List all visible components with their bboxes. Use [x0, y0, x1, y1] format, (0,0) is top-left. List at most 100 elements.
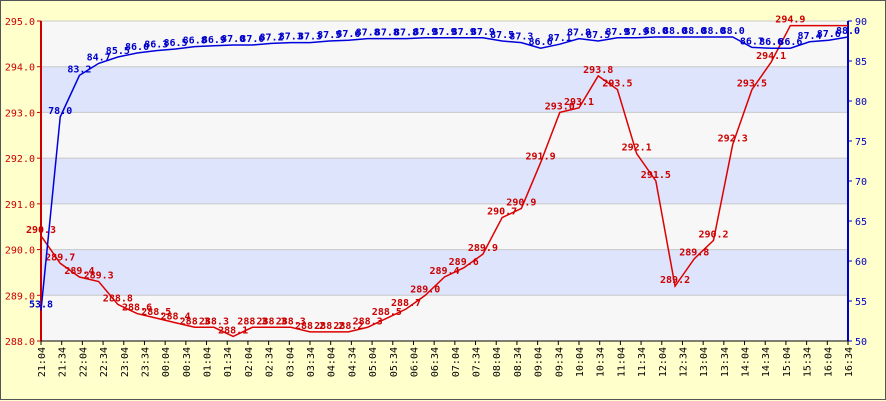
- temperature-data-label: 293.1: [564, 97, 594, 108]
- x-tick-label: 10:34: [596, 347, 607, 377]
- temperature-data-label: 294.9: [775, 15, 805, 26]
- x-tick-label: 09:04: [534, 347, 545, 377]
- humidity-data-label: 86.6: [529, 37, 553, 48]
- x-tick-label: 11:34: [637, 347, 648, 377]
- temperature-line: [40, 24, 848, 338]
- humidity-data-label: 86.6: [778, 37, 802, 48]
- humidity-data-label: 87.1: [548, 33, 572, 44]
- temperature-data-label: 288.3: [199, 316, 229, 327]
- humidity-data-label: 86.7: [740, 36, 764, 47]
- x-tick-label: 22:34: [99, 347, 110, 377]
- humidity-data-label: 87.5: [490, 30, 514, 41]
- humidity-data-label: 87.0: [240, 34, 264, 45]
- right-tick-label: 50: [855, 337, 867, 348]
- x-tick-label: 03:04: [285, 347, 296, 377]
- x-tick-label: 08:04: [492, 347, 503, 377]
- temperature-data-label: 293.8: [583, 65, 613, 76]
- temperature-data-label: 288.3: [237, 316, 267, 327]
- temperature-data-label: 291.5: [641, 170, 671, 181]
- humidity-data-label: 87.6: [817, 29, 841, 40]
- x-tick-label: 21:34: [58, 347, 69, 377]
- grid-band: [41, 21, 848, 67]
- humidity-data-label: 88.0: [721, 26, 745, 37]
- humidity-data-label: 87.3: [279, 32, 303, 43]
- humidity-data-label: 87.9: [471, 27, 495, 38]
- temperature-data-label: 288.3: [276, 316, 306, 327]
- right-tick-label: 80: [855, 97, 867, 108]
- temperature-data-label: 289.4: [64, 266, 94, 277]
- x-tick-label: 02:34: [265, 347, 276, 377]
- temperature-data-label: 290.9: [506, 197, 536, 208]
- temperature-data-label: 289.6: [449, 257, 479, 268]
- x-tick-label: 13:04: [699, 347, 710, 377]
- temperature-data-label: 288.8: [103, 293, 133, 304]
- x-tick-label: 23:34: [140, 347, 151, 377]
- temperature-data-label: 294.1: [756, 51, 786, 62]
- x-tick-label: 07:04: [451, 347, 462, 377]
- humidity-data-label: 88.0: [682, 26, 706, 37]
- x-tick-label: 04:34: [347, 347, 358, 377]
- x-tick-label: 22:04: [78, 347, 89, 377]
- humidity-data-label: 87.8: [567, 28, 591, 39]
- x-tick-label: 14:34: [761, 347, 772, 377]
- temperature-data-label: 288.2: [333, 321, 363, 332]
- temperature-data-label: 288.7: [391, 298, 421, 309]
- humidity-data-label: 83.2: [67, 64, 91, 75]
- temperature-data-label: 293.0: [545, 101, 575, 112]
- x-tick-label: 01:04: [203, 347, 214, 377]
- humidity-data-label: 87.8: [375, 28, 399, 39]
- humidity-data-label: 87.9: [432, 27, 456, 38]
- temperature-data-label: 289.3: [84, 271, 114, 282]
- x-tick-label: 01:34: [223, 347, 234, 377]
- x-tick-label: 12:04: [658, 347, 669, 377]
- humidity-data-label: 53.8: [29, 300, 53, 311]
- right-tick-label: 70: [855, 177, 867, 188]
- left-tick-label: 290.0: [5, 246, 35, 257]
- humidity-data-label: 88.0: [663, 26, 687, 37]
- temperature-data-label: 289.2: [660, 275, 690, 286]
- x-tick-label: 08:34: [513, 347, 524, 377]
- humidity-data-label: 86.3: [144, 40, 168, 51]
- left-tick-label: 291.0: [5, 200, 35, 211]
- humidity-data-label: 87.3: [509, 32, 533, 43]
- grid-band: [41, 249, 848, 296]
- temperature-data-label: 290.7: [487, 207, 517, 218]
- x-tick-label: 03:34: [306, 347, 317, 377]
- humidity-data-label: 86.5: [163, 38, 187, 49]
- temperature-data-label: 292.1: [622, 143, 652, 154]
- humidity-data-label: 86.6: [759, 37, 783, 48]
- right-tick-label: 85: [855, 57, 867, 68]
- humidity-data-label: 87.0: [221, 34, 245, 45]
- humidity-data-label: 88.0: [836, 26, 860, 37]
- x-tick-label: 06:04: [409, 347, 420, 377]
- temperature-data-label: 293.5: [602, 79, 632, 90]
- humidity-data-label: 87.9: [413, 27, 437, 38]
- temperature-data-label: 293.5: [737, 79, 767, 90]
- right-tick-label: 55: [855, 297, 867, 308]
- x-tick-label: 09:34: [554, 347, 565, 377]
- x-tick-label: 05:34: [389, 347, 400, 377]
- humidity-data-label: 87.9: [605, 27, 629, 38]
- x-tick-label: 02:04: [244, 347, 255, 377]
- humidity-data-label: 87.3: [298, 32, 322, 43]
- temperature-data-label: 288.6: [122, 303, 152, 314]
- left-tick-label: 294.0: [5, 63, 35, 74]
- humidity-data-label: 87.5: [317, 30, 341, 41]
- humidity-data-label: 88.0: [701, 26, 725, 37]
- temperature-data-label: 288.5: [141, 307, 171, 318]
- left-tick-label: 295.0: [5, 17, 35, 28]
- temperature-data-label: 288.4: [160, 312, 190, 323]
- x-tick-label: 16:04: [823, 347, 834, 377]
- temperature-data-label: 289.0: [410, 284, 440, 295]
- right-tick-label: 90: [855, 17, 867, 28]
- left-tick-label: 292.0: [5, 154, 35, 165]
- temperature-data-label: 289.8: [679, 248, 709, 259]
- temperature-data-label: 290.2: [698, 229, 728, 240]
- x-tick-label: 11:04: [616, 347, 627, 377]
- humidity-data-label: 88.0: [644, 26, 668, 37]
- x-tick-label: 10:04: [575, 347, 586, 377]
- temperature-data-label: 288.5: [372, 307, 402, 318]
- x-tick-label: 23:04: [120, 347, 131, 377]
